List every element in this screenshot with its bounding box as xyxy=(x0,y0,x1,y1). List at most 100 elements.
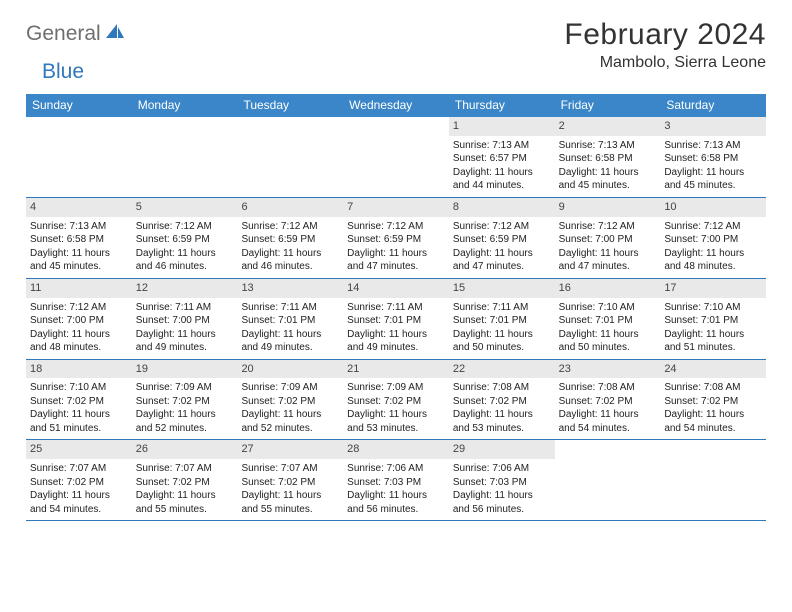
day-cell xyxy=(555,440,661,520)
sunrise-text: Sunrise: 7:07 AM xyxy=(30,462,128,476)
day-cell: 9Sunrise: 7:12 AMSunset: 7:00 PMDaylight… xyxy=(555,198,661,278)
day1-text: Daylight: 11 hours xyxy=(30,408,128,422)
day-cell: 4Sunrise: 7:13 AMSunset: 6:58 PMDaylight… xyxy=(26,198,132,278)
sunset-text: Sunset: 6:59 PM xyxy=(241,233,339,247)
day2-text: and 47 minutes. xyxy=(453,260,551,274)
sunset-text: Sunset: 7:02 PM xyxy=(30,395,128,409)
day-number: 1 xyxy=(449,117,555,136)
sunrise-text: Sunrise: 7:13 AM xyxy=(453,139,551,153)
sunrise-text: Sunrise: 7:08 AM xyxy=(559,381,657,395)
sunset-text: Sunset: 7:02 PM xyxy=(241,476,339,490)
sunset-text: Sunset: 7:02 PM xyxy=(136,395,234,409)
day1-text: Daylight: 11 hours xyxy=(30,247,128,261)
day-cell: 17Sunrise: 7:10 AMSunset: 7:01 PMDayligh… xyxy=(660,279,766,359)
day-cell: 7Sunrise: 7:12 AMSunset: 6:59 PMDaylight… xyxy=(343,198,449,278)
day-cell: 19Sunrise: 7:09 AMSunset: 7:02 PMDayligh… xyxy=(132,360,238,440)
sunrise-text: Sunrise: 7:10 AM xyxy=(559,301,657,315)
day1-text: Daylight: 11 hours xyxy=(347,489,445,503)
day1-text: Daylight: 11 hours xyxy=(30,489,128,503)
day1-text: Daylight: 11 hours xyxy=(347,328,445,342)
day1-text: Daylight: 11 hours xyxy=(559,247,657,261)
sunrise-text: Sunrise: 7:13 AM xyxy=(559,139,657,153)
sunrise-text: Sunrise: 7:11 AM xyxy=(136,301,234,315)
day-cell: 5Sunrise: 7:12 AMSunset: 6:59 PMDaylight… xyxy=(132,198,238,278)
logo-text-blue: Blue xyxy=(42,60,84,83)
sunrise-text: Sunrise: 7:12 AM xyxy=(136,220,234,234)
sunset-text: Sunset: 6:58 PM xyxy=(559,152,657,166)
week-row: 25Sunrise: 7:07 AMSunset: 7:02 PMDayligh… xyxy=(26,440,766,521)
sunrise-text: Sunrise: 7:10 AM xyxy=(30,381,128,395)
sunrise-text: Sunrise: 7:07 AM xyxy=(241,462,339,476)
day2-text: and 55 minutes. xyxy=(136,503,234,517)
day-cell: 26Sunrise: 7:07 AMSunset: 7:02 PMDayligh… xyxy=(132,440,238,520)
sunrise-text: Sunrise: 7:12 AM xyxy=(347,220,445,234)
sunset-text: Sunset: 7:02 PM xyxy=(453,395,551,409)
day1-text: Daylight: 11 hours xyxy=(559,328,657,342)
day-cell: 23Sunrise: 7:08 AMSunset: 7:02 PMDayligh… xyxy=(555,360,661,440)
day-number: 27 xyxy=(237,440,343,459)
calendar-page: General February 2024 Mambolo, Sierra Le… xyxy=(0,0,792,521)
week-row: 18Sunrise: 7:10 AMSunset: 7:02 PMDayligh… xyxy=(26,360,766,441)
day2-text: and 45 minutes. xyxy=(664,179,762,193)
day-number: 12 xyxy=(132,279,238,298)
logo: General xyxy=(26,22,128,46)
day1-text: Daylight: 11 hours xyxy=(664,328,762,342)
calendar: Sunday Monday Tuesday Wednesday Thursday… xyxy=(26,94,766,521)
day2-text: and 47 minutes. xyxy=(559,260,657,274)
day-number: 11 xyxy=(26,279,132,298)
day1-text: Daylight: 11 hours xyxy=(664,247,762,261)
day2-text: and 49 minutes. xyxy=(136,341,234,355)
day-number: 6 xyxy=(237,198,343,217)
sunset-text: Sunset: 7:02 PM xyxy=(664,395,762,409)
day1-text: Daylight: 11 hours xyxy=(453,247,551,261)
day-number: 22 xyxy=(449,360,555,379)
day-cell: 2Sunrise: 7:13 AMSunset: 6:58 PMDaylight… xyxy=(555,117,661,197)
weekday-header: Monday xyxy=(132,94,238,117)
day2-text: and 52 minutes. xyxy=(241,422,339,436)
day-cell: 1Sunrise: 7:13 AMSunset: 6:57 PMDaylight… xyxy=(449,117,555,197)
sunrise-text: Sunrise: 7:12 AM xyxy=(241,220,339,234)
day1-text: Daylight: 11 hours xyxy=(30,328,128,342)
logo-text-general: General xyxy=(26,22,101,46)
title-block: February 2024 Mambolo, Sierra Leone xyxy=(564,18,766,72)
day-number: 25 xyxy=(26,440,132,459)
weekday-header: Saturday xyxy=(660,94,766,117)
sunset-text: Sunset: 7:01 PM xyxy=(241,314,339,328)
sunset-text: Sunset: 7:00 PM xyxy=(30,314,128,328)
day1-text: Daylight: 11 hours xyxy=(559,166,657,180)
day-cell: 16Sunrise: 7:10 AMSunset: 7:01 PMDayligh… xyxy=(555,279,661,359)
day-cell: 14Sunrise: 7:11 AMSunset: 7:01 PMDayligh… xyxy=(343,279,449,359)
day2-text: and 46 minutes. xyxy=(136,260,234,274)
sunrise-text: Sunrise: 7:08 AM xyxy=(453,381,551,395)
week-row: 1Sunrise: 7:13 AMSunset: 6:57 PMDaylight… xyxy=(26,117,766,198)
day2-text: and 53 minutes. xyxy=(347,422,445,436)
day2-text: and 54 minutes. xyxy=(664,422,762,436)
day1-text: Daylight: 11 hours xyxy=(136,328,234,342)
day-cell xyxy=(26,117,132,197)
sunrise-text: Sunrise: 7:12 AM xyxy=(453,220,551,234)
day2-text: and 54 minutes. xyxy=(30,503,128,517)
day1-text: Daylight: 11 hours xyxy=(664,408,762,422)
day2-text: and 45 minutes. xyxy=(559,179,657,193)
sunset-text: Sunset: 7:03 PM xyxy=(453,476,551,490)
day-number: 24 xyxy=(660,360,766,379)
day-cell: 10Sunrise: 7:12 AMSunset: 7:00 PMDayligh… xyxy=(660,198,766,278)
day1-text: Daylight: 11 hours xyxy=(241,489,339,503)
day-cell: 24Sunrise: 7:08 AMSunset: 7:02 PMDayligh… xyxy=(660,360,766,440)
day2-text: and 46 minutes. xyxy=(241,260,339,274)
day1-text: Daylight: 11 hours xyxy=(453,489,551,503)
day-cell: 22Sunrise: 7:08 AMSunset: 7:02 PMDayligh… xyxy=(449,360,555,440)
day-number: 29 xyxy=(449,440,555,459)
day-number: 8 xyxy=(449,198,555,217)
weekday-header: Thursday xyxy=(449,94,555,117)
day1-text: Daylight: 11 hours xyxy=(559,408,657,422)
sunset-text: Sunset: 7:01 PM xyxy=(347,314,445,328)
day1-text: Daylight: 11 hours xyxy=(241,408,339,422)
day1-text: Daylight: 11 hours xyxy=(136,247,234,261)
sunset-text: Sunset: 7:02 PM xyxy=(30,476,128,490)
day2-text: and 50 minutes. xyxy=(559,341,657,355)
sunset-text: Sunset: 6:58 PM xyxy=(30,233,128,247)
sunrise-text: Sunrise: 7:13 AM xyxy=(30,220,128,234)
week-row: 11Sunrise: 7:12 AMSunset: 7:00 PMDayligh… xyxy=(26,279,766,360)
weekday-header: Wednesday xyxy=(343,94,449,117)
